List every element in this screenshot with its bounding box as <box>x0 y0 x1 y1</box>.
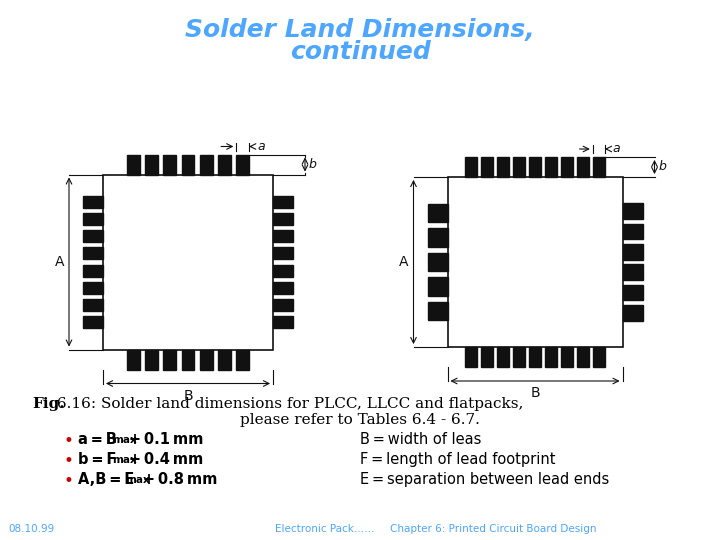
Text: Electronic Pack……: Electronic Pack…… <box>275 524 374 534</box>
Bar <box>428 302 448 320</box>
Bar <box>83 213 103 225</box>
Bar <box>623 265 642 280</box>
Text: B: B <box>183 388 193 402</box>
Bar <box>273 265 293 276</box>
Text: A: A <box>55 255 64 269</box>
Bar <box>481 157 493 177</box>
Text: b = F: b = F <box>78 452 117 467</box>
Bar <box>623 203 642 219</box>
Bar <box>428 204 448 222</box>
Bar <box>593 157 605 177</box>
Bar <box>273 282 293 294</box>
Bar <box>273 247 293 259</box>
Bar <box>83 316 103 328</box>
Text: a = B: a = B <box>78 432 117 447</box>
Bar <box>236 154 249 174</box>
Bar <box>83 299 103 310</box>
Text: •: • <box>63 472 73 490</box>
Bar <box>623 285 642 300</box>
Bar <box>623 244 642 260</box>
Bar <box>218 349 231 369</box>
Bar <box>181 154 194 174</box>
Text: A,B = E: A,B = E <box>78 472 134 487</box>
Text: max: max <box>125 475 150 485</box>
Text: please refer to Tables 6.4 - 6.7.: please refer to Tables 6.4 - 6.7. <box>240 413 480 427</box>
Text: A: A <box>399 255 408 269</box>
Bar <box>593 347 605 367</box>
Bar <box>561 157 573 177</box>
Bar <box>145 154 158 174</box>
Text: Solder Land Dimensions,: Solder Land Dimensions, <box>185 18 535 42</box>
Text: max: max <box>112 455 137 465</box>
Bar <box>181 349 194 369</box>
Text: 6.16: Solder land dimensions for PLCC, LLCC and flatpacks,: 6.16: Solder land dimensions for PLCC, L… <box>52 397 523 411</box>
Bar <box>273 231 293 242</box>
Bar <box>273 213 293 225</box>
Text: •: • <box>63 432 73 450</box>
Bar <box>497 157 509 177</box>
Bar <box>545 347 557 367</box>
Text: F = length of lead footprint: F = length of lead footprint <box>360 452 556 467</box>
Text: Chapter 6: Printed Circuit Board Design: Chapter 6: Printed Circuit Board Design <box>390 524 596 534</box>
Bar <box>145 349 158 369</box>
Text: Fig.: Fig. <box>32 397 65 411</box>
Bar <box>127 349 140 369</box>
Bar <box>623 224 642 239</box>
Bar <box>623 305 642 321</box>
Bar <box>83 282 103 294</box>
Text: + 0.1 mm: + 0.1 mm <box>127 432 204 447</box>
Bar <box>103 174 273 349</box>
Bar <box>127 154 140 174</box>
Text: E = separation between lead ends: E = separation between lead ends <box>360 472 609 487</box>
Bar <box>428 228 448 247</box>
Bar <box>273 316 293 328</box>
Bar <box>448 177 623 347</box>
Bar <box>83 197 103 208</box>
Bar <box>273 299 293 310</box>
Text: B: B <box>530 386 540 400</box>
Bar <box>83 231 103 242</box>
Bar <box>83 247 103 259</box>
Text: a: a <box>613 143 621 156</box>
Bar <box>236 349 249 369</box>
Bar <box>200 349 212 369</box>
Bar <box>465 157 477 177</box>
Bar <box>83 265 103 276</box>
Bar <box>465 347 477 367</box>
Bar <box>481 347 493 367</box>
Bar <box>561 347 573 367</box>
Text: max: max <box>112 435 137 445</box>
Bar <box>513 157 525 177</box>
Bar <box>545 157 557 177</box>
Bar <box>200 154 212 174</box>
Text: continued: continued <box>289 40 431 64</box>
Bar <box>513 347 525 367</box>
Bar <box>163 154 176 174</box>
Bar <box>428 277 448 296</box>
Bar <box>577 157 589 177</box>
Bar <box>428 253 448 271</box>
Text: b: b <box>309 158 317 171</box>
Text: •: • <box>63 452 73 470</box>
Bar <box>218 154 231 174</box>
Text: B = width of leas: B = width of leas <box>360 432 482 447</box>
Text: b: b <box>659 160 667 173</box>
Bar <box>577 347 589 367</box>
Text: a: a <box>257 140 265 153</box>
Bar <box>529 157 541 177</box>
Bar <box>163 349 176 369</box>
Bar <box>497 347 509 367</box>
Text: + 0.8 mm: + 0.8 mm <box>140 472 217 487</box>
Bar <box>273 197 293 208</box>
Text: 08.10.99: 08.10.99 <box>8 524 54 534</box>
Bar <box>529 347 541 367</box>
Text: + 0.4 mm: + 0.4 mm <box>127 452 204 467</box>
